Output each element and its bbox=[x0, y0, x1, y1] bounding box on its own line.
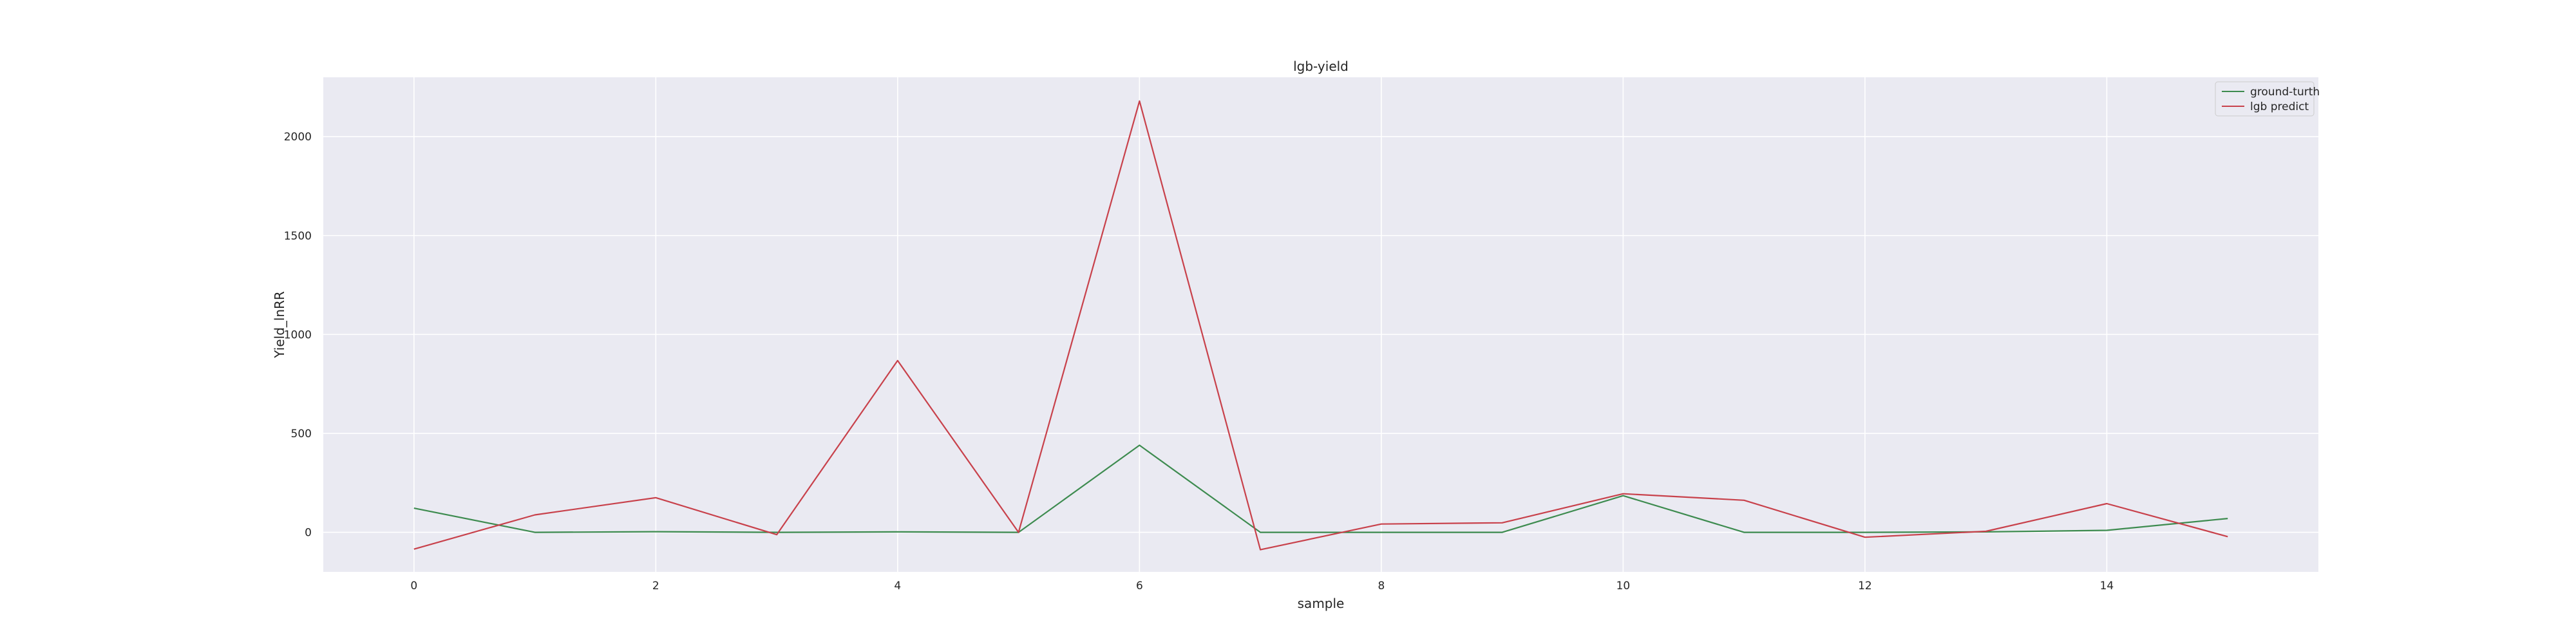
legend-box bbox=[2215, 81, 2315, 117]
x-tick-label: 4 bbox=[894, 580, 901, 592]
legend-label-lgb-predict: lgb predict bbox=[2250, 100, 2309, 113]
x-tick-label: 10 bbox=[1616, 580, 1631, 592]
x-tick-label: 12 bbox=[1858, 580, 1872, 592]
x-tick-label: 2 bbox=[652, 580, 659, 592]
plot-area bbox=[323, 77, 2318, 572]
legend: ground-turth lgb predict bbox=[2215, 81, 2320, 117]
y-tick-label: 0 bbox=[305, 527, 312, 540]
tick-labels: 0 2 4 6 8 10 12 14 0 500 1000 1500 2000 bbox=[284, 131, 2114, 592]
x-tick-label: 0 bbox=[410, 580, 417, 592]
y-tick-label: 2000 bbox=[284, 131, 312, 144]
y-tick-label: 500 bbox=[291, 428, 312, 440]
y-tick-label: 1500 bbox=[284, 230, 312, 243]
chart-title: lgb-yield bbox=[1293, 59, 1349, 74]
series-layer bbox=[413, 100, 2228, 551]
series-line-lgb-predict bbox=[413, 100, 2228, 551]
series-line-ground-turth bbox=[413, 444, 2228, 533]
y-tick-label: 1000 bbox=[284, 328, 312, 341]
y-axis-label: Yield_lnRR bbox=[272, 291, 287, 359]
x-tick-label: 14 bbox=[2100, 580, 2114, 592]
x-tick-label: 6 bbox=[1136, 580, 1143, 592]
legend-label-ground-turth: ground-turth bbox=[2250, 86, 2320, 99]
x-axis-label: sample bbox=[1298, 596, 1345, 611]
x-tick-label: 8 bbox=[1378, 580, 1385, 592]
